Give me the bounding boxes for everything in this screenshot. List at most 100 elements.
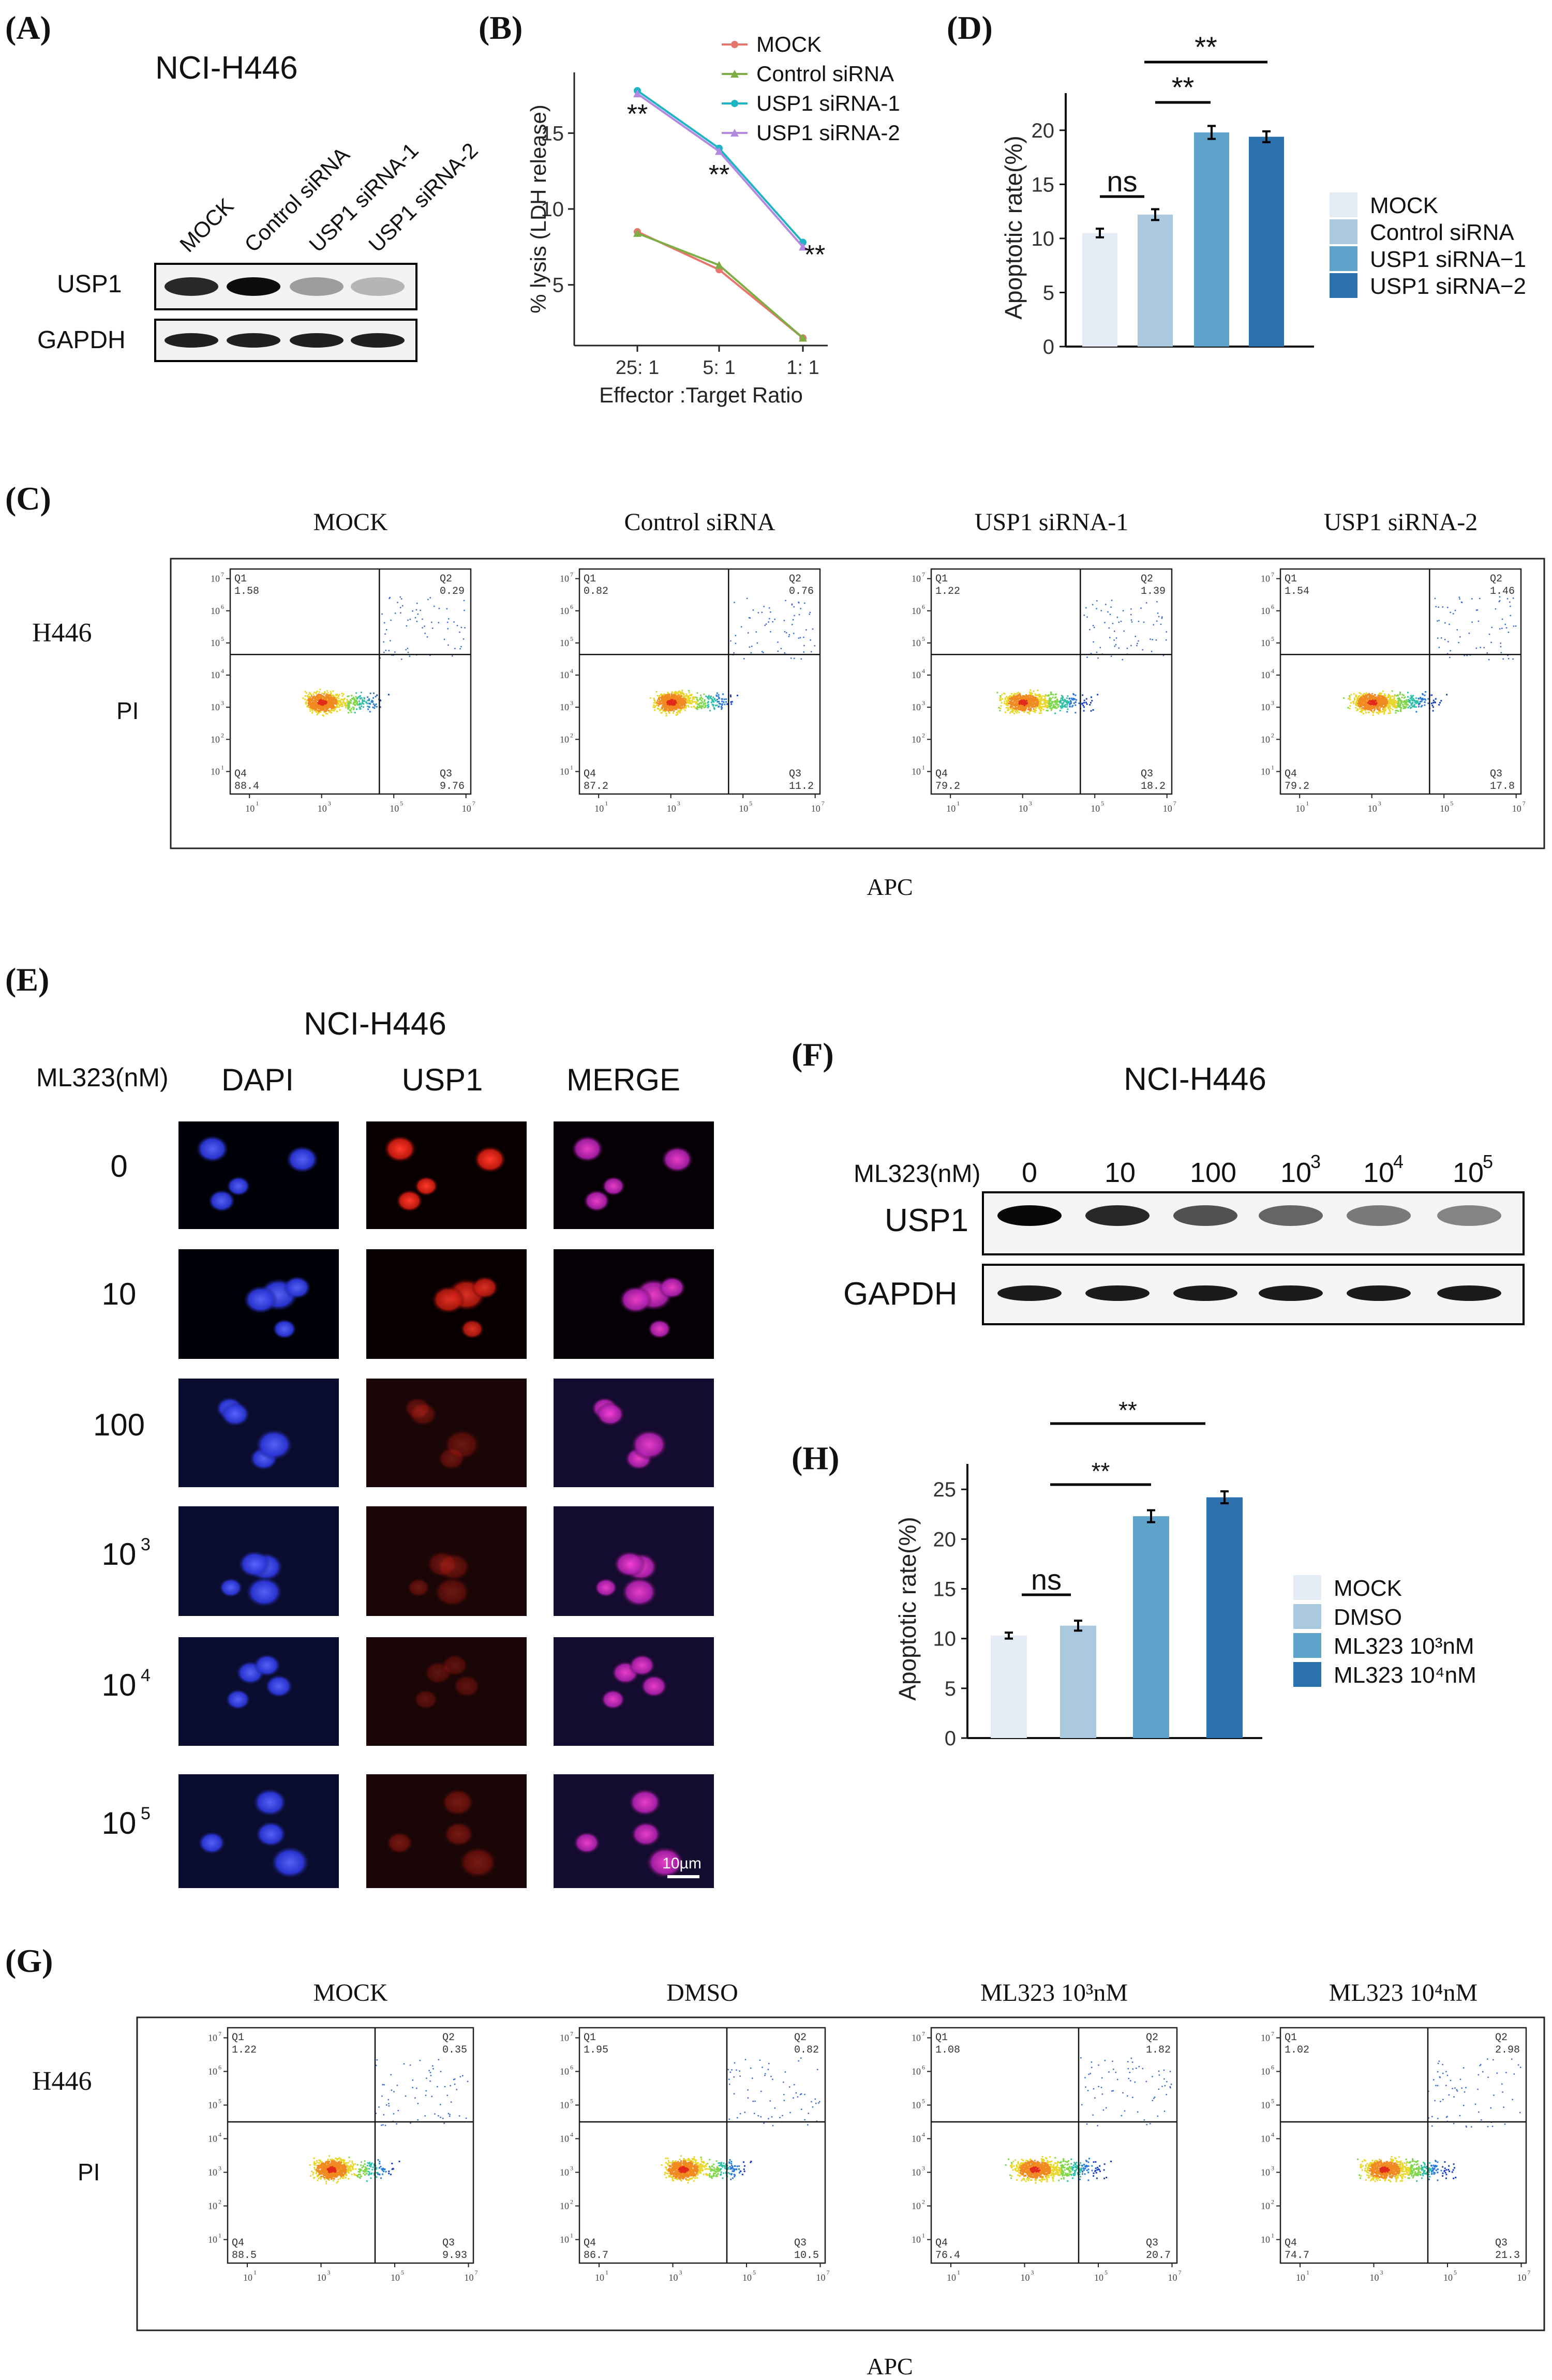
event-dot [318,707,320,709]
event-dot [1115,637,1117,639]
event-dot [1083,615,1085,616]
event-dot [718,700,720,702]
event-dot [1408,701,1410,703]
event-dot [379,2163,381,2165]
cell-nucleus [601,1689,625,1710]
event-dot [667,710,669,712]
event-dot [312,701,314,703]
event-dot [996,692,998,694]
event-dot [316,711,317,713]
event-dot [323,698,325,700]
event-dot [660,712,662,714]
event-dot [1135,636,1136,637]
event-dot [679,700,681,702]
data-point [715,261,723,269]
legend-marker [731,100,738,107]
event-dot [663,693,665,695]
event-dot [318,2159,320,2161]
event-dot [711,700,713,702]
blot-band [290,277,344,296]
event-dot [722,703,724,705]
event-dot [1374,700,1376,702]
event-dot [379,706,381,708]
event-dot [664,696,666,698]
event-dot [780,648,782,649]
dose-label: 0 [110,1149,127,1184]
event-dot [1022,705,1024,707]
panel-f-tag: (F) [792,1036,834,1073]
event-dot [1016,696,1018,697]
event-dot [352,698,354,700]
event-dot [331,704,333,706]
event-dot [1377,698,1379,700]
event-dot [1162,654,1165,656]
event-dot [1383,711,1385,713]
event-dot [1025,702,1027,704]
event-dot [1052,694,1054,696]
event-dot [1092,604,1094,606]
event-dot [1363,698,1365,700]
event-dot [379,2161,381,2163]
event-dot [670,695,673,697]
event-dot [324,710,326,712]
event-dot [1348,697,1350,699]
event-dot [1039,709,1041,711]
event-dot [1368,693,1370,695]
data-point [633,229,641,237]
quadrant-value: 87.2 [584,781,608,792]
event-dot [348,2165,350,2167]
event-dot [1399,706,1401,708]
event-dot [1030,707,1032,709]
event-dot [1437,620,1438,622]
event-dot [1083,699,1085,701]
event-dot [1409,699,1411,701]
event-dot [684,706,687,708]
event-dot [380,2166,382,2168]
event-dot [1023,702,1025,704]
event-dot [670,693,673,695]
event-dot [1100,610,1102,611]
event-dot [664,710,666,712]
event-dot [309,704,311,706]
event-dot [316,713,318,715]
event-dot [1032,710,1034,712]
event-dot [1118,621,1120,623]
event-dot [1017,697,1019,699]
event-dot [1007,697,1009,699]
event-dot [1043,706,1045,708]
event-dot [1031,705,1033,707]
event-dot [1385,699,1387,701]
event-dot [1389,709,1391,711]
event-dot [1412,695,1414,697]
event-dot [1419,702,1421,705]
event-dot [1028,702,1030,704]
event-dot [1456,629,1458,631]
event-dot [702,701,704,703]
event-dot [1004,698,1006,700]
event-dot [307,705,309,707]
event-dot [1020,701,1022,703]
event-dot [326,2168,329,2170]
event-dot [1398,706,1400,708]
event-dot [342,705,344,707]
event-dot [1026,711,1028,713]
event-dot [1038,694,1040,695]
event-dot [356,701,358,703]
event-dot [1016,692,1018,694]
event-dot [685,695,687,697]
event-dot [336,2159,338,2161]
event-dot [345,2171,347,2173]
event-dot [347,702,349,705]
event-dot [1059,701,1061,703]
event-dot [318,712,320,714]
event-dot [1364,695,1366,697]
event-dot [1415,701,1416,703]
event-dot [680,699,682,701]
event-dot [348,707,350,709]
event-dot [1156,620,1158,622]
event-dot [1040,698,1042,700]
event-dot [337,700,339,702]
event-dot [1379,700,1381,702]
event-dot [1425,691,1426,693]
event-dot [1381,696,1383,698]
